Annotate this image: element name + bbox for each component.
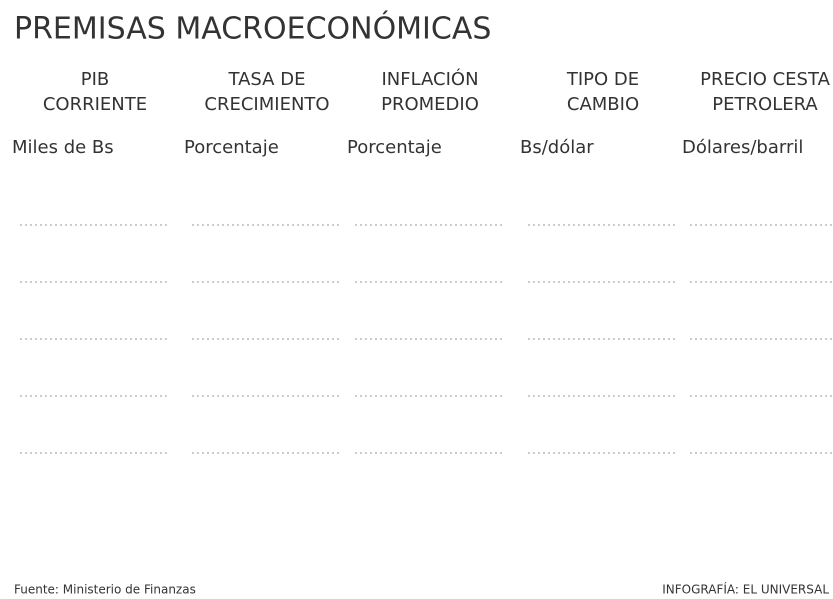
- credit: INFOGRAFÍA: EL UNIVERSAL: [662, 582, 829, 597]
- panel-unit: Dólares/barril: [682, 137, 803, 158]
- panel-title: CRECIMIENTO: [204, 94, 329, 115]
- panel-title: PRECIO CESTA: [700, 69, 830, 90]
- panel-unit: Porcentaje: [184, 137, 279, 158]
- panel-title: INFLACIÓN: [381, 68, 478, 90]
- title: PREMISAS MACROECONÓMICAS: [14, 10, 491, 47]
- panel-unit: Porcentaje: [347, 137, 442, 158]
- panel-title: PROMEDIO: [381, 94, 479, 115]
- panel-title: CORRIENTE: [43, 94, 147, 115]
- panel-title: PETROLERA: [712, 94, 818, 115]
- panel-title: PIB: [81, 69, 110, 90]
- panel-title: TASA DE: [228, 69, 306, 90]
- panel-unit: Miles de Bs: [12, 137, 114, 158]
- panel-title: TIPO DE: [566, 69, 639, 90]
- panel-unit: Bs/dólar: [520, 137, 594, 158]
- panel-title: CAMBIO: [567, 94, 639, 115]
- source: Fuente: Ministerio de Finanzas: [14, 583, 196, 597]
